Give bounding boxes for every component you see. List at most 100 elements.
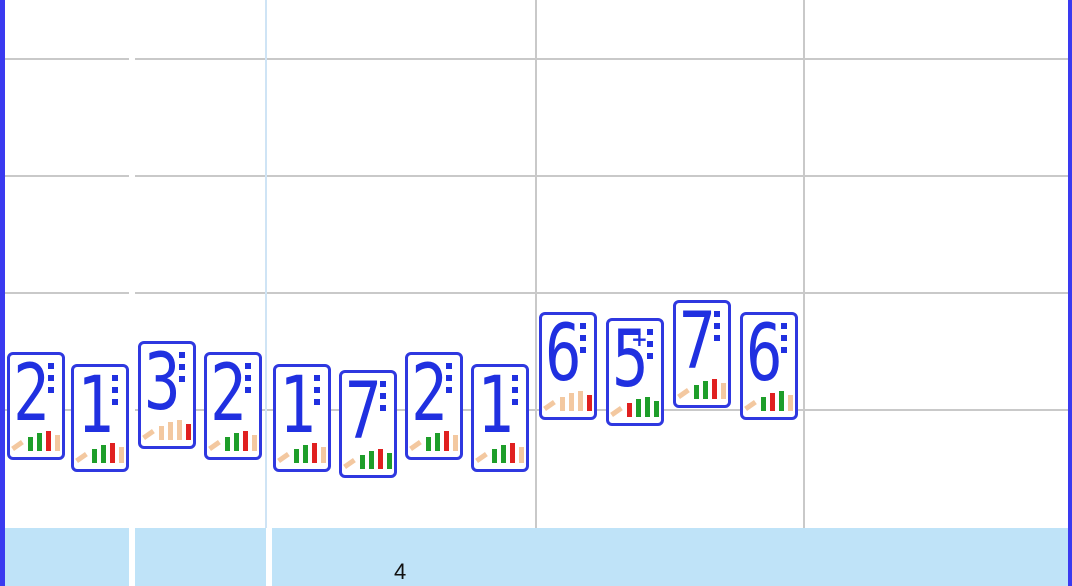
note-card-digit: 6 bbox=[746, 312, 783, 399]
note-card[interactable]: 2 bbox=[405, 352, 463, 460]
dots-icon bbox=[781, 323, 789, 359]
note-card[interactable]: 6 bbox=[539, 312, 597, 420]
note-card[interactable]: 6 bbox=[740, 312, 798, 420]
level-bar bbox=[770, 393, 775, 411]
slash-mark bbox=[277, 452, 290, 463]
note-card-digit: 7 bbox=[679, 300, 716, 387]
level-bar bbox=[186, 424, 191, 440]
note-card[interactable]: 2 bbox=[204, 352, 262, 460]
note-card-digit: 1 bbox=[279, 364, 316, 451]
level-bar bbox=[46, 431, 51, 451]
bar-level-icon bbox=[409, 429, 460, 451]
level-bar bbox=[55, 435, 60, 451]
note-card[interactable]: 5 + bbox=[606, 318, 664, 426]
note-card-digit: 2 bbox=[210, 352, 247, 439]
bar-level-icon bbox=[11, 429, 62, 451]
level-bar bbox=[101, 445, 106, 463]
level-bar bbox=[712, 379, 717, 399]
bar-level-icon bbox=[610, 395, 661, 417]
dots-icon bbox=[314, 375, 322, 411]
grid-col-line bbox=[129, 0, 135, 528]
bar-level-icon bbox=[543, 389, 594, 411]
level-bar bbox=[387, 453, 392, 469]
slash-mark bbox=[677, 388, 690, 399]
level-bar bbox=[578, 391, 583, 411]
level-bar bbox=[501, 445, 506, 463]
level-bar bbox=[243, 431, 248, 451]
bar-level-icon bbox=[677, 377, 728, 399]
dots-icon bbox=[446, 363, 454, 399]
slash-mark bbox=[11, 440, 24, 451]
level-bar bbox=[110, 443, 115, 463]
level-bar bbox=[510, 443, 515, 463]
level-bar bbox=[519, 447, 524, 463]
right-frame-border bbox=[1068, 0, 1072, 586]
dots-icon bbox=[580, 323, 588, 359]
slash-mark bbox=[75, 452, 88, 463]
grid-col-line bbox=[265, 0, 267, 528]
note-card-digit: 5 bbox=[612, 318, 649, 405]
grid-col-line bbox=[535, 0, 537, 528]
level-bar bbox=[294, 449, 299, 463]
level-bar bbox=[453, 435, 458, 451]
level-bar bbox=[435, 433, 440, 451]
level-bar bbox=[360, 455, 365, 469]
note-card[interactable]: 2 bbox=[7, 352, 65, 460]
level-bar bbox=[560, 397, 565, 411]
level-bar bbox=[587, 395, 592, 411]
bar-level-icon bbox=[744, 389, 795, 411]
note-card[interactable]: 1 bbox=[273, 364, 331, 472]
dots-icon bbox=[512, 375, 520, 411]
level-bar bbox=[444, 431, 449, 451]
note-card[interactable]: 7 bbox=[673, 300, 731, 408]
note-card-digit: 6 bbox=[545, 312, 582, 399]
level-bar bbox=[654, 401, 659, 417]
level-bar bbox=[645, 397, 650, 417]
level-bar bbox=[779, 391, 784, 411]
level-bar bbox=[303, 445, 308, 463]
band-separator bbox=[129, 528, 135, 586]
slash-mark bbox=[744, 400, 757, 411]
bar-level-icon bbox=[277, 441, 328, 463]
note-card[interactable]: 1 bbox=[71, 364, 129, 472]
note-card[interactable]: 1 bbox=[471, 364, 529, 472]
measure-number: 4 bbox=[394, 559, 407, 584]
left-frame-border bbox=[0, 0, 5, 586]
level-bar bbox=[761, 397, 766, 411]
note-card-digit: 3 bbox=[144, 341, 181, 428]
level-bar bbox=[492, 449, 497, 463]
bar-level-icon bbox=[208, 429, 259, 451]
level-bar bbox=[321, 447, 326, 463]
level-bar bbox=[92, 449, 97, 463]
note-card-digit: 7 bbox=[345, 370, 382, 457]
level-bar bbox=[312, 443, 317, 463]
plus-mark: + bbox=[631, 327, 648, 351]
slash-mark bbox=[610, 406, 623, 417]
note-card[interactable]: 3 bbox=[138, 341, 196, 449]
bar-level-icon bbox=[475, 441, 526, 463]
level-bar bbox=[788, 395, 793, 411]
dots-icon bbox=[179, 352, 187, 388]
note-card-digit: 2 bbox=[13, 352, 50, 439]
slash-mark bbox=[343, 458, 356, 469]
level-bar bbox=[378, 449, 383, 469]
band-separator bbox=[266, 528, 272, 586]
level-bar bbox=[159, 426, 164, 440]
dots-icon bbox=[245, 363, 253, 399]
level-bar bbox=[252, 435, 257, 451]
level-bar bbox=[177, 420, 182, 440]
dots-icon bbox=[647, 329, 655, 365]
level-bar bbox=[37, 433, 42, 451]
level-bar bbox=[694, 385, 699, 399]
note-card[interactable]: 7 bbox=[339, 370, 397, 478]
bar-level-icon bbox=[142, 418, 193, 440]
bar-level-icon bbox=[343, 447, 394, 469]
level-bar bbox=[225, 437, 230, 451]
grid-col-line bbox=[803, 0, 805, 528]
level-bar bbox=[569, 393, 574, 411]
note-card-digit: 1 bbox=[77, 364, 114, 451]
dots-icon bbox=[714, 311, 722, 347]
level-bar bbox=[426, 437, 431, 451]
dots-icon bbox=[112, 375, 120, 411]
